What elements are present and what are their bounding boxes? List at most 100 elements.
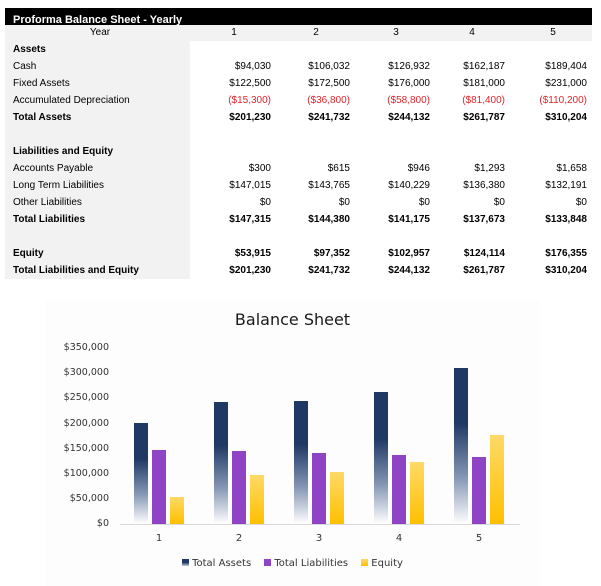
cell: $97,352 — [313, 248, 350, 259]
bar-total-assets — [454, 368, 468, 524]
cell: $201,230 — [229, 265, 271, 276]
cell-negative: ($110,200) — [539, 95, 587, 106]
table-row-accumulated-depreciation: Accumulated Depreciation ($15,300) ($36,… — [5, 92, 592, 109]
year-col: 5 — [550, 27, 556, 38]
balance-sheet-table: Proforma Balance Sheet - Yearly Year 1 2… — [5, 8, 592, 279]
cell: $201,230 — [229, 112, 271, 123]
table-row-equity: Equity $53,915 $97,352 $102,957 $124,114… — [5, 245, 592, 262]
cell: $137,673 — [463, 214, 505, 225]
cell: $140,229 — [388, 180, 430, 191]
cell: $132,191 — [545, 180, 587, 191]
chart-title: Balance Sheet — [234, 310, 351, 329]
x-axis-line — [120, 524, 520, 525]
cell: $133,848 — [545, 214, 587, 225]
cell: $300 — [248, 163, 271, 174]
y-tick-label: $100,000 — [63, 468, 109, 479]
row-label: Total Liabilities — [5, 211, 190, 228]
cell: $0 — [418, 197, 430, 208]
table-title: Proforma Balance Sheet - Yearly — [13, 14, 183, 26]
year-label: Year — [5, 25, 195, 41]
spacer-label — [5, 228, 190, 245]
cell: $0 — [259, 197, 271, 208]
legend-item-equity: Equity — [361, 558, 403, 569]
bar-total-assets — [134, 423, 148, 524]
section-header-assets: Assets — [5, 41, 592, 58]
table-row-total-assets: Total Assets $201,230 $241,732 $244,132 … — [5, 109, 592, 126]
y-tick-label: $350,000 — [63, 342, 109, 353]
bar-total-liabilities — [312, 453, 326, 524]
bar-equity — [250, 475, 264, 524]
legend-item-total-liabilities: Total Liabilities — [264, 558, 348, 569]
x-tick-label: 3 — [315, 533, 323, 544]
cell: $143,765 — [308, 180, 350, 191]
row-label: Accounts Payable — [5, 160, 190, 177]
spacer-label — [5, 126, 190, 143]
cell: $946 — [407, 163, 430, 174]
bar-total-liabilities — [392, 455, 406, 524]
row-label: Equity — [5, 245, 190, 262]
cell: $147,015 — [229, 180, 271, 191]
table-row-fixed-assets: Fixed Assets $122,500 $172,500 $176,000 … — [5, 75, 592, 92]
year-header-row: Year 1 2 3 4 5 — [5, 25, 592, 41]
cell: $136,380 — [463, 180, 505, 191]
y-tick-label: $300,000 — [63, 367, 109, 378]
cell: $126,932 — [388, 61, 430, 72]
legend-swatch-icon — [182, 559, 190, 566]
x-tick-label: 5 — [475, 533, 483, 544]
row-label: Total Liabilities and Equity — [5, 262, 190, 279]
cell: $176,355 — [545, 248, 587, 259]
table-row-cash: Cash $94,030 $106,032 $126,932 $162,187 … — [5, 58, 592, 75]
cell: $102,957 — [388, 248, 430, 259]
cell: $1,293 — [474, 163, 505, 174]
chart-legend: Total Assets Total Liabilities Equity — [45, 558, 540, 569]
y-tick-label: $150,000 — [63, 443, 109, 454]
table-row-total-liabilities-and-equity: Total Liabilities and Equity $201,230 $2… — [5, 262, 592, 279]
x-tick-label: 1 — [155, 533, 163, 544]
y-tick-label: $0 — [96, 518, 109, 529]
cell: $310,204 — [545, 112, 587, 123]
table-row-total-liabilities: Total Liabilities $147,315 $144,380 $141… — [5, 211, 592, 228]
table-grid: Year 1 2 3 4 5 Assets Cash $94,030 $106,… — [5, 25, 592, 279]
legend-label: Equity — [371, 558, 403, 569]
cell: $124,114 — [463, 248, 505, 259]
cell: $244,132 — [388, 265, 430, 276]
y-tick-label: $250,000 — [63, 392, 109, 403]
cell: $241,732 — [308, 112, 350, 123]
row-label: Cash — [5, 58, 190, 75]
x-tick-label: 4 — [395, 533, 403, 544]
cell-negative: ($15,300) — [228, 95, 271, 106]
balance-sheet-chart: Balance Sheet $350,000 $300,000 $250,000… — [45, 300, 540, 586]
cell: $0 — [493, 197, 505, 208]
row-label: Fixed Assets — [5, 75, 190, 92]
legend-swatch-icon — [264, 559, 272, 566]
cell: $1,658 — [556, 163, 587, 174]
cell-negative: ($58,800) — [387, 95, 430, 106]
cell: $162,187 — [463, 61, 505, 72]
cell: $0 — [575, 197, 587, 208]
cell: $147,315 — [229, 214, 271, 225]
x-tick-label: 2 — [235, 533, 243, 544]
cell: $106,032 — [308, 61, 350, 72]
cell: $141,175 — [388, 214, 430, 225]
legend-item-total-assets: Total Assets — [182, 558, 251, 569]
bar-equity — [170, 497, 184, 524]
cell: $310,204 — [545, 265, 587, 276]
cell: $53,915 — [234, 248, 271, 259]
bar-total-assets — [374, 392, 388, 524]
cell: $181,000 — [463, 78, 505, 89]
row-label: Accumulated Depreciation — [5, 92, 190, 109]
table-title-bar: Proforma Balance Sheet - Yearly — [5, 8, 592, 25]
bar-total-liabilities — [472, 457, 486, 524]
row-label: Other Liabilities — [5, 194, 190, 211]
cell: $176,000 — [388, 78, 430, 89]
year-col: 4 — [469, 27, 475, 38]
row-label: Long Term Liabilities — [5, 177, 190, 194]
spacer-row — [5, 126, 592, 143]
cell: $122,500 — [229, 78, 271, 89]
table-row-long-term-liabilities: Long Term Liabilities $147,015 $143,765 … — [5, 177, 592, 194]
cell: $241,732 — [308, 265, 350, 276]
legend-swatch-icon — [361, 559, 369, 566]
legend-label: Total Liabilities — [274, 558, 349, 569]
cell: $0 — [338, 197, 350, 208]
bar-equity — [490, 435, 504, 524]
